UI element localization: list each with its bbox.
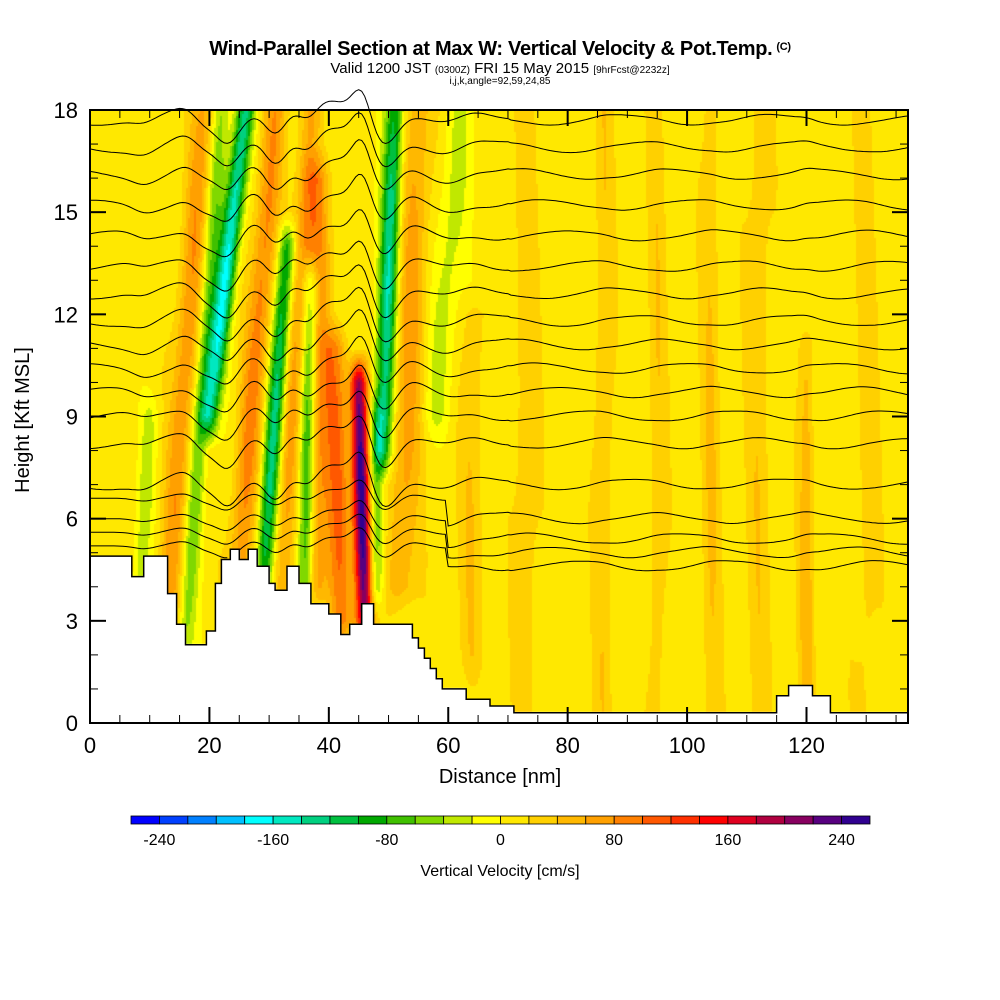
colorbar-tick-label: 0 [496,832,505,849]
colorbar-tick-label: 240 [828,832,855,849]
x-tick-label: 120 [788,733,825,758]
valid-time: Valid 1200 JST [330,60,431,77]
colorbar-tick-label: -80 [375,832,398,849]
valid-date: FRI 15 May 2015 [474,60,590,77]
y-tick-label: 15 [54,200,78,225]
theta-contour [89,209,909,258]
theta-contour [89,451,909,508]
theta-contour [90,264,909,319]
x-tick-label: 100 [669,733,706,758]
grid-indices: i,j,k,angle=92,59,24,85 [449,76,551,87]
colorbar-bin [443,815,473,825]
theta-contour [90,513,909,559]
x-tick-label: 60 [436,733,460,758]
theta-contour [89,415,909,469]
theta-contour [90,527,909,572]
colorbar-bin [528,815,558,825]
theta-contour [89,173,909,222]
colorbar-bin [585,815,615,825]
y-tick-label: 18 [54,98,78,123]
colorbar-bin [130,815,160,825]
colorbar-bin [386,815,416,825]
colorbar-bin [329,815,359,825]
colorbar-bin [613,815,644,825]
colorbar-bin [784,815,814,825]
colorbar-bin [471,815,501,825]
forecast-info: [9hrFcst@2232z] [593,65,670,76]
colorbar-bin [755,815,786,825]
chart-title: Wind-Parallel Section at Max W: Vertical… [0,38,1000,61]
x-tick-label: 80 [555,733,579,758]
x-tick-label: 40 [317,733,341,758]
y-tick-label: 0 [66,711,78,736]
y-axis-label: Height [Kft MSL] [12,347,34,493]
x-axis-label: Distance [nm] [438,766,562,788]
colorbar-tick-label: 80 [605,832,623,849]
colorbar-bin [699,815,729,825]
colorbar-bin [301,815,331,825]
colorbar-bin [642,815,672,825]
colorbar-bin [187,815,217,825]
y-tick-label: 9 [66,405,78,430]
chart-subtitle: Valid 1200 JST (0300Z) FRI 15 May 2015 [… [0,60,1000,77]
colorbar-bin [670,815,700,825]
colorbar-bin [272,815,302,825]
colorbar-bin [244,815,274,825]
colorbar-tick-label: -240 [143,832,175,849]
x-tick-label: 20 [197,733,221,758]
theta-contour [89,286,909,343]
title-text: Wind-Parallel Section at Max W: Vertical… [209,38,773,60]
colorbar-bin [357,815,388,825]
theta-contour [90,499,908,549]
valid-utc: (0300Z) [434,65,470,76]
colorbar-bin [414,815,445,825]
colorbar-bin [556,815,587,825]
colorbar-bin [841,815,871,825]
theta-contour [89,364,909,413]
y-tick-label: 3 [66,609,78,634]
theta-contour [89,309,909,362]
colorbar-bin [812,815,842,825]
colorbar-bin [215,815,246,825]
theta-contour [89,240,909,292]
terrain [89,548,909,724]
theta-contour [89,390,909,441]
colorbar-tick-label: 160 [715,832,742,849]
colorbar-bin [727,815,757,825]
theta-contour [89,139,909,191]
colorbar-bin [159,815,189,825]
theta-contour [89,112,909,168]
colorbar-bin [500,815,530,825]
theta-contour [89,89,909,145]
y-tick-label: 12 [54,302,78,327]
copyright-mark: (C) [776,41,791,53]
theta-contour [89,335,909,385]
colorbar-tick-label: -160 [257,832,289,849]
y-tick-label: 6 [66,507,78,532]
x-tick-label: 0 [84,733,96,758]
colorbar-label: Vertical Velocity [cm/s] [420,863,580,880]
theta-contour [90,479,909,527]
